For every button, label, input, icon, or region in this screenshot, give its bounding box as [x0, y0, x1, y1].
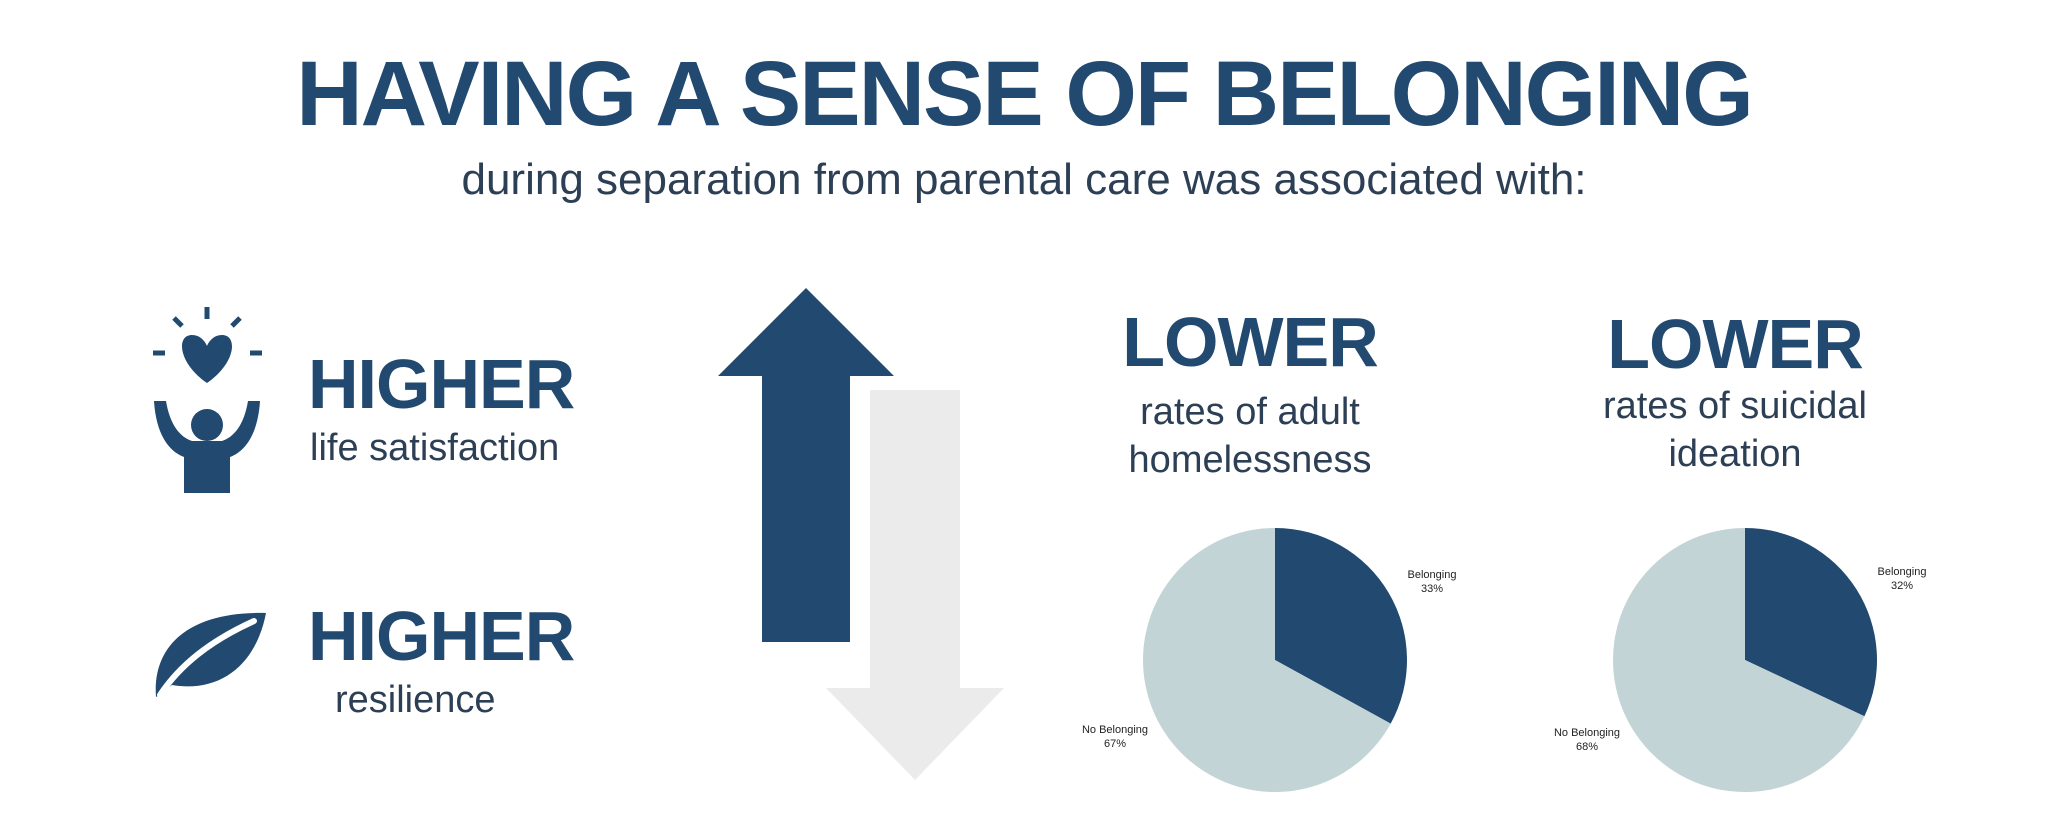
pie1-no-belonging-label: No Belonging 68%: [1542, 726, 1632, 754]
pie0-no-belonging-label: No Belonging 67%: [1070, 723, 1160, 751]
down-arrow-icon: [826, 390, 1004, 780]
pie1-belonging-name: Belonging: [1877, 566, 1927, 578]
page-title: HAVING A SENSE OF BELONGING: [296, 43, 1754, 145]
pie0-belonging-value: 33%: [1420, 583, 1444, 595]
suicidal-ideation-line1: rates of suicidal: [1602, 385, 1867, 427]
resilience-text: resilience: [335, 679, 496, 721]
arrows-graphic: [700, 280, 1020, 790]
pie0-belonging-name: Belonging: [1407, 569, 1457, 581]
pie0-no-belonging-name: No Belonging: [1081, 724, 1149, 736]
pie1-belonging-label: Belonging 32%: [1862, 565, 1942, 593]
pie0-belonging-label: Belonging 33%: [1392, 568, 1472, 596]
leaf-icon: [150, 605, 270, 705]
homelessness-heading: LOWER: [1122, 303, 1379, 381]
happy-person-heart-icon: [150, 305, 270, 505]
suicidal-ideation-heading: LOWER: [1607, 305, 1864, 383]
pie0-no-belonging-value: 67%: [1103, 738, 1127, 750]
pie1-slice-no-belonging: [1613, 528, 1865, 792]
pie0-slice-no-belonging: [1143, 528, 1391, 792]
pie0-slice-belonging: [1275, 528, 1407, 724]
resilience-heading: HIGHER: [308, 597, 575, 675]
homelessness-line1: rates of adult: [1140, 391, 1360, 433]
suicidal-ideation-pie-chart: [1613, 528, 1877, 792]
life-satisfaction-text: life satisfaction: [310, 427, 560, 469]
pie1-slice-belonging: [1745, 528, 1877, 717]
suicidal-ideation-line2: ideation: [1668, 433, 1802, 475]
page-subtitle: during separation from parental care was…: [461, 155, 1587, 204]
up-arrow-icon: [718, 288, 894, 642]
homelessness-line2: homelessness: [1128, 439, 1372, 481]
pie1-belonging-value: 32%: [1890, 580, 1914, 592]
pie1-no-belonging-value: 68%: [1575, 741, 1599, 753]
pie1-no-belonging-name: No Belonging: [1553, 727, 1621, 739]
life-satisfaction-heading: HIGHER: [308, 345, 575, 423]
homelessness-pie-chart: [1143, 528, 1407, 792]
